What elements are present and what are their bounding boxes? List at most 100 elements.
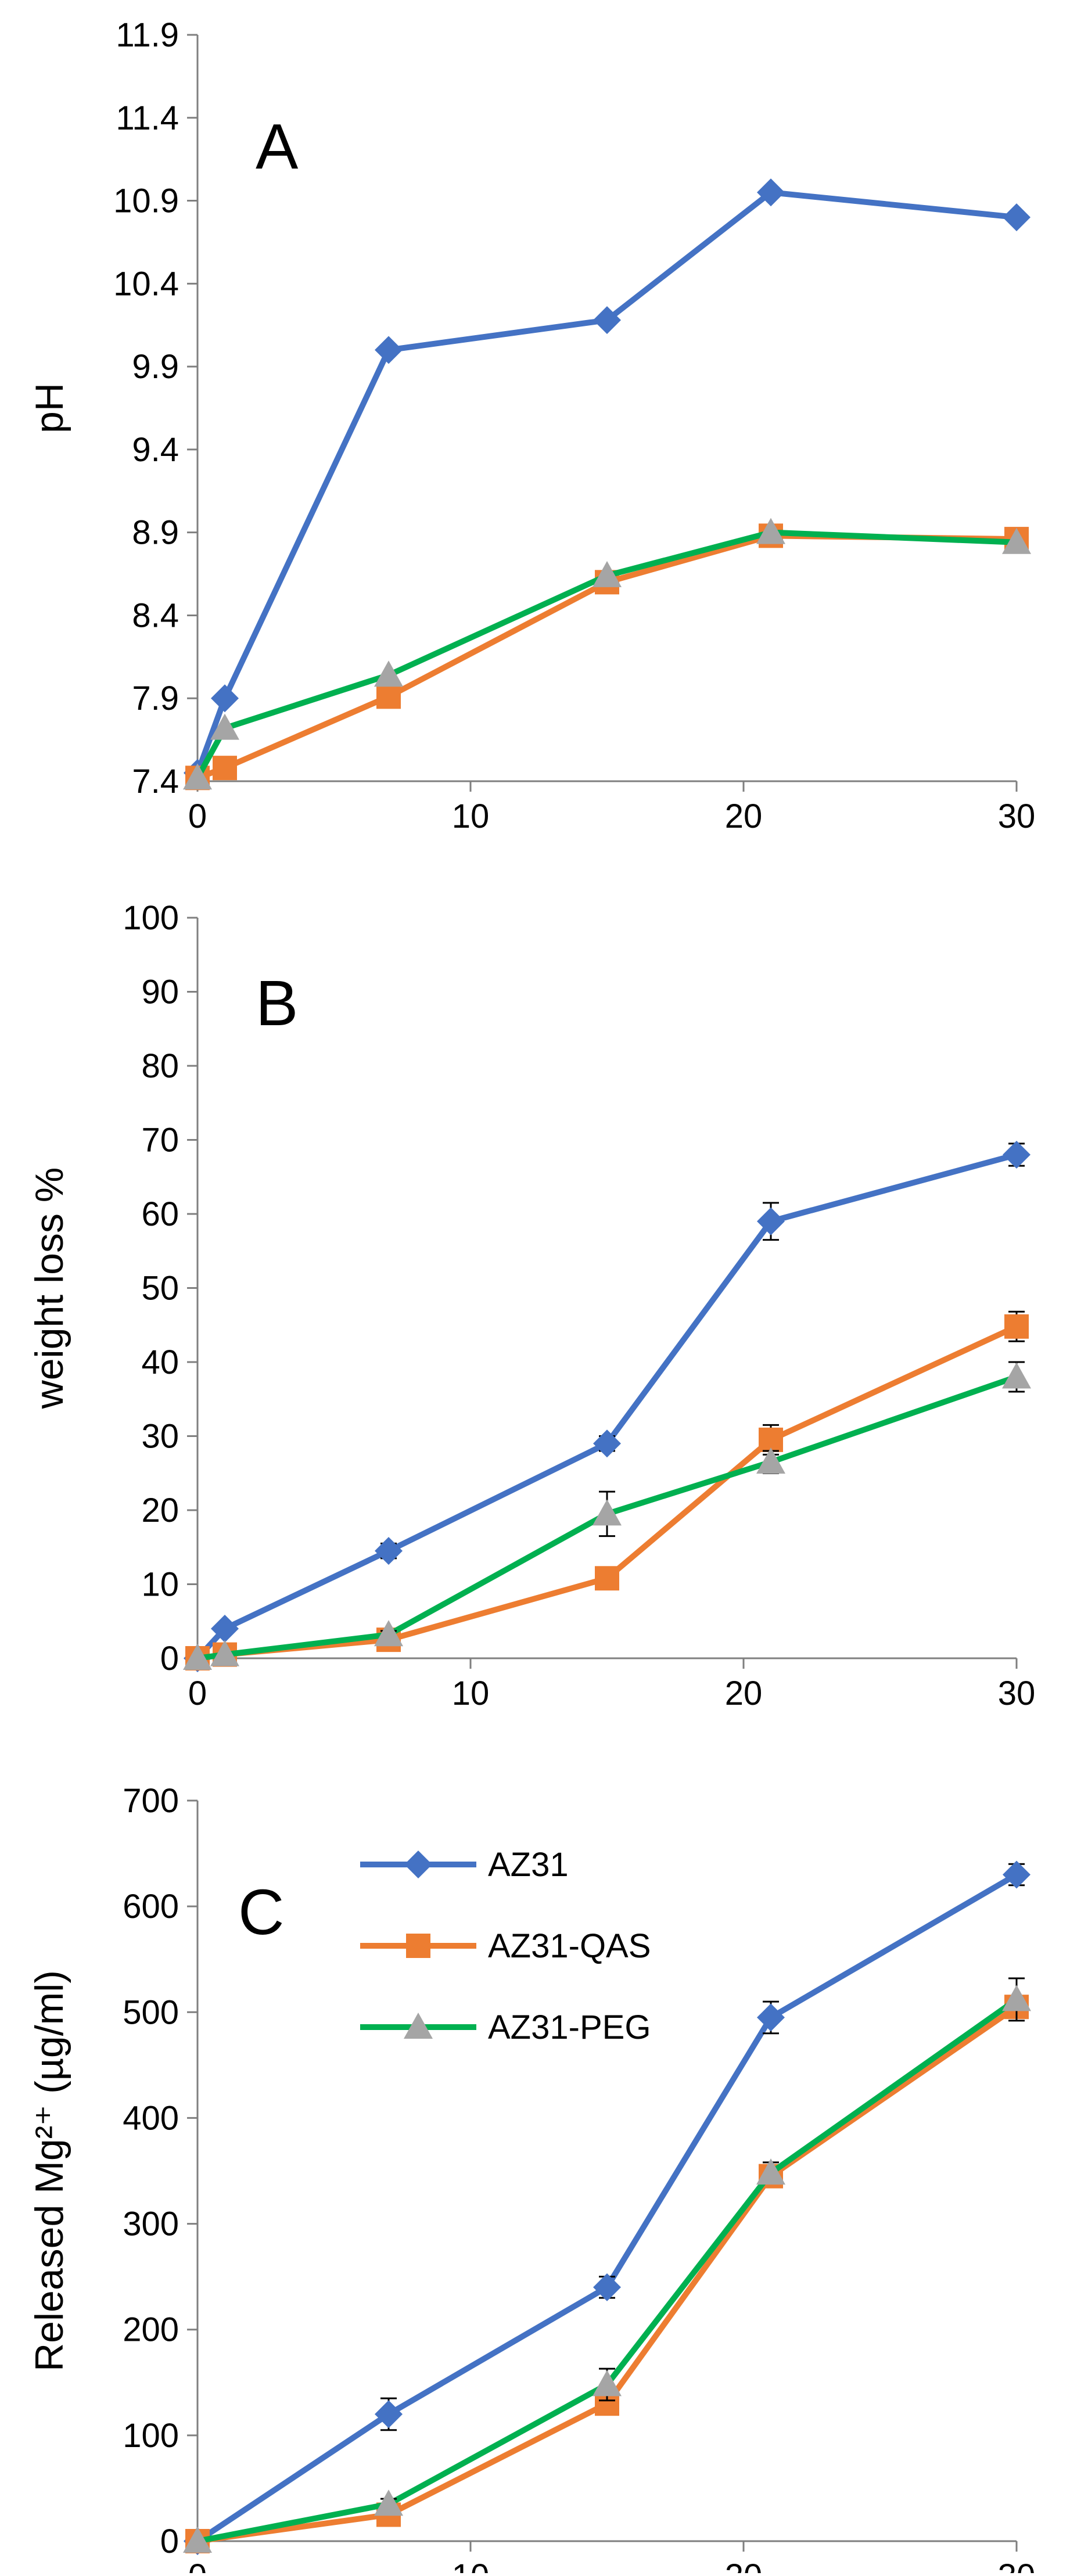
y-tick-label: 0 [160,1640,179,1677]
x-tick-label: 10 [452,797,490,835]
data-point [1002,527,1031,554]
y-tick-label: 9.4 [132,431,179,469]
series-az31 [184,178,1030,787]
data-point [210,713,239,740]
series-az31-peg [183,518,1031,790]
data-point [211,684,239,713]
data-point [1002,1985,1031,2011]
y-tick-label: 90 [141,973,179,1011]
y-tick-label: 600 [123,1888,179,1925]
y-tick-label: 500 [123,1993,179,2031]
data-point [593,2273,621,2301]
legend-marker-az31-qas [406,1934,430,1958]
data-point [375,1537,403,1565]
legend-marker-az31 [404,1851,432,1878]
y-tick-label: 20 [141,1492,179,1529]
y-tick-label: 80 [141,1047,179,1085]
data-point [1003,1141,1030,1169]
data-point [374,660,403,687]
data-point [595,1566,619,1591]
data-point [1002,1362,1031,1389]
x-tick-label: 30 [998,1675,1036,1712]
series-line [195,189,1019,776]
data-point [183,2527,212,2553]
y-tick-label: 8.4 [132,597,179,634]
y-tick-label: 100 [123,899,179,937]
data-point [593,306,621,335]
data-point [213,756,237,781]
data-point [183,763,212,790]
y-tick-label: 0 [160,2523,179,2560]
y-tick-label: 7.4 [132,763,179,800]
y-tick-label: 10 [141,1566,179,1604]
y-axis-title: weight loss % [27,1167,71,1410]
data-point [756,2158,785,2185]
y-axis-title: pH [27,383,71,433]
x-tick-label: 30 [998,2557,1036,2573]
y-tick-label: 700 [123,1782,179,1820]
y-tick-label: 7.9 [132,680,179,717]
panel-label: A [256,111,299,182]
y-tick-label: 200 [123,2311,179,2349]
y-tick-label: 8.9 [132,514,179,552]
y-axis-title: Released Mg²⁺ (µg/ml) [27,1970,71,2372]
data-point [210,1640,239,1666]
data-point [756,1447,785,1474]
data-point [593,2370,622,2397]
legend-marker-az31-peg [404,2013,433,2039]
y-tick-label: 70 [141,1122,179,1159]
x-tick-label: 20 [725,1675,763,1712]
data-point [374,1620,403,1647]
y-tick-label: 11.9 [116,16,179,54]
x-tick-label: 0 [188,797,207,835]
legend: AZ31 AZ31-QAS AZ31-PEG [360,1846,651,2046]
x-tick-label: 20 [725,2557,763,2573]
y-tick-label: 100 [123,2417,179,2455]
legend-label-az31: AZ31 [488,1846,569,1884]
data-point [757,1207,785,1235]
series-line [195,1871,1019,2544]
y-tick-label: 40 [141,1343,179,1381]
data-point [375,336,403,364]
series-az31 [184,1141,1030,1672]
data-point [757,2003,785,2032]
panel-label: B [256,968,298,1039]
x-tick-label: 20 [725,797,763,835]
y-tick-label: 60 [141,1195,179,1233]
legend-label-az31-qas: AZ31-QAS [488,1927,651,1965]
data-point [211,1615,239,1643]
panel-a: 7.4 7.9 8.4 8.9 9.4 9.9 10.4 10.9 11.4 11.9 0 10 20 3… [27,16,1035,835]
data-point [756,518,785,544]
series-az31-peg [183,1977,1031,2553]
data-point [757,178,785,207]
data-point [183,1644,212,1670]
data-point [1003,1860,1030,1889]
x-tick-label: 30 [998,797,1036,835]
x-tick-label: 0 [188,1675,207,1712]
y-tick-label: 10.9 [113,182,179,220]
x-tick-label: 10 [452,2557,490,2573]
data-point [593,1499,622,1526]
y-tick-label: 11.4 [116,99,179,137]
series-az31-peg [183,1361,1031,1670]
x-tick-label: 0 [188,2557,207,2573]
data-point [1004,1314,1029,1339]
data-point [375,2400,403,2428]
y-tick-label: 10.4 [113,265,179,303]
y-tick-label: 400 [123,2099,179,2137]
data-point [374,2489,403,2516]
data-point [376,684,401,709]
legend-label-az31-peg: AZ31-PEG [488,2009,651,2046]
panel-b: 0 10 20 30 40 50 60 70 80 90 100 0 10 20 30 weight loss… [27,899,1035,1712]
data-point [593,561,622,587]
x-tick-label: 10 [452,1675,490,1712]
y-tick-label: 30 [141,1418,179,1456]
y-tick-label: 300 [123,2205,179,2243]
data-point [1003,203,1030,232]
y-tick-label: 9.9 [132,348,179,386]
panel-label: C [238,1877,284,1948]
panel-c: 0 100 200 300 400 500 600 700 0 10 20 30 Released Mg… [27,1782,1036,2576]
data-point [593,1429,621,1458]
